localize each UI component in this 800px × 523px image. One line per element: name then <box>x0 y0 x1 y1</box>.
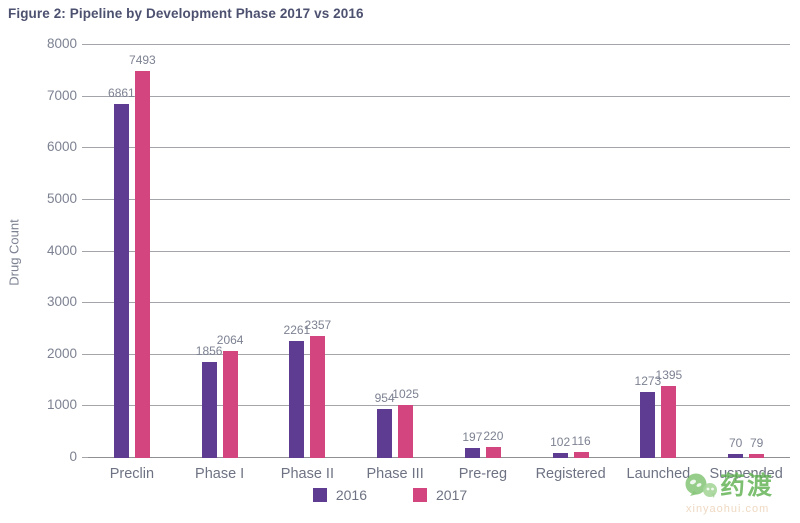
value-label-2016-phase-iii: 954 <box>374 390 395 405</box>
legend-item-2016: 2016 <box>312 487 367 503</box>
chart-title: Figure 2: Pipeline by Development Phase … <box>8 6 364 21</box>
bar-2016-phase-iii <box>377 408 393 458</box>
legend: 2016 2017 <box>0 487 780 503</box>
y-tick-label: 5000 <box>46 190 77 206</box>
bar-2017-preclin <box>134 71 150 458</box>
value-label-2016-phase-i: 1856 <box>195 344 223 359</box>
y-tick-mark <box>82 302 88 304</box>
y-tick-mark <box>82 44 88 45</box>
x-category-label-pre-reg: Pre-reg <box>458 466 508 482</box>
gridline-8000: 8000 <box>47 36 790 51</box>
x-category-label-launched: Launched <box>626 466 691 482</box>
value-label-2017-suspended: 79 <box>749 435 764 450</box>
value-label-2016-pre-reg: 197 <box>462 429 483 444</box>
y-tick-mark <box>82 457 88 458</box>
value-label-2016-launched: 1273 <box>634 374 662 389</box>
y-tick-label: 4000 <box>46 242 77 258</box>
x-category-label-registered: Registered <box>535 466 606 482</box>
x-category-label-phase-ii: Phase II <box>280 466 334 482</box>
bar-2017-phase-ii <box>310 336 326 458</box>
bar-2017-registered <box>573 452 589 458</box>
bar-2017-phase-i <box>222 351 238 458</box>
gridline-0: 0 <box>69 449 790 464</box>
y-tick-label: 3000 <box>46 294 77 310</box>
legend-label-2016: 2016 <box>335 487 367 503</box>
bar-2017-suspended <box>749 453 765 458</box>
gridline-2000: 2000 <box>47 346 790 361</box>
gridline-3000: 3000 <box>47 294 790 309</box>
x-category-label-phase-iii: Phase III <box>366 466 424 482</box>
value-label-2017-launched: 1395 <box>655 367 683 382</box>
gridline-1000: 1000 <box>47 397 790 412</box>
value-label-2016-preclin: 6861 <box>108 85 135 100</box>
legend-item-2017: 2017 <box>413 487 467 503</box>
value-label-2017-pre-reg: 220 <box>483 428 504 443</box>
legend-swatch-2017 <box>413 488 427 502</box>
bar-2017-pre-reg <box>485 446 501 458</box>
y-tick-mark <box>82 198 88 200</box>
bar-2016-suspended <box>728 454 744 458</box>
value-label-2016-suspended: 70 <box>728 436 743 451</box>
value-label-2017-registered: 116 <box>571 434 591 449</box>
y-axis-label: Drug Count <box>6 219 22 286</box>
y-tick-label: 7000 <box>46 87 77 103</box>
bar-2016-launched <box>640 392 656 458</box>
bar-2016-phase-ii <box>289 341 305 458</box>
y-tick-label: 1000 <box>46 397 77 413</box>
bar-2016-pre-reg <box>464 447 480 458</box>
gridline-4000: 4000 <box>47 243 790 258</box>
y-tick-mark <box>82 95 88 97</box>
value-label-2016-registered: 102 <box>550 434 571 449</box>
legend-swatch-2016 <box>312 488 327 502</box>
value-label-2016-phase-ii: 2261 <box>283 323 311 338</box>
y-tick-label: 2000 <box>46 345 77 361</box>
value-label-2017-phase-iii: 1025 <box>392 387 419 402</box>
watermark-domain: xinyaohui.com <box>686 503 770 515</box>
bar-2017-launched <box>661 385 677 458</box>
y-tick-mark <box>82 147 88 149</box>
bar-2016-registered <box>552 452 568 458</box>
bar-2016-phase-i <box>201 362 217 458</box>
bar-2017-phase-iii <box>398 405 414 458</box>
y-tick-label: 8000 <box>46 36 77 51</box>
bar-2016-preclin <box>113 103 129 458</box>
y-tick-mark <box>82 250 88 252</box>
value-label-2017-phase-i: 2064 <box>216 333 244 348</box>
x-category-label-preclin: Preclin <box>109 466 155 482</box>
legend-label-2017: 2017 <box>436 487 468 503</box>
gridline-5000: 5000 <box>47 191 790 206</box>
gridline-6000: 6000 <box>47 139 790 154</box>
y-tick-label: 6000 <box>46 139 77 155</box>
value-label-2017-phase-ii: 2357 <box>304 318 332 333</box>
x-category-label-suspended: Suspended <box>709 466 783 482</box>
plot-area: 0 1000 2000 3000 4000 5000 6000 7000 8000 6861 749… <box>47 36 790 482</box>
x-category-label-phase-i: Phase I <box>195 466 245 482</box>
y-tick-mark <box>82 405 88 407</box>
value-label-2017-preclin: 7493 <box>129 53 156 68</box>
y-tick-label: 0 <box>69 449 77 464</box>
gridline-7000: 7000 <box>47 88 790 103</box>
y-tick-mark <box>82 353 88 355</box>
